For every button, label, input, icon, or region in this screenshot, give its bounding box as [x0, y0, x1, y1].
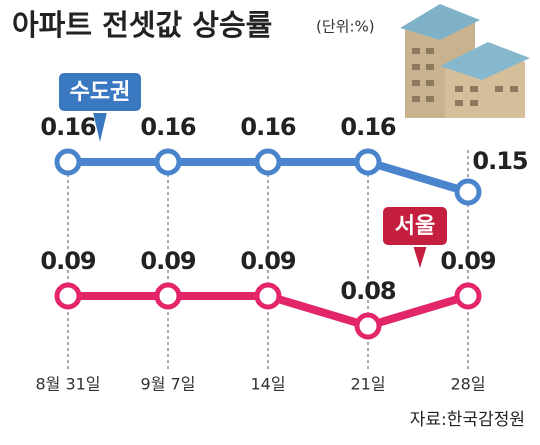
data-label: 0.16 [140, 113, 196, 141]
source: 자료:한국감정원 [410, 410, 525, 430]
data-label: 0.16 [340, 113, 396, 141]
marker [454, 178, 482, 206]
legend-label: 수도권 [70, 80, 131, 105]
data-label: 0.08 [340, 277, 396, 305]
x-tick-label: 8월 31일 [35, 375, 100, 394]
legend-box [57, 71, 143, 113]
legend-pointer [412, 242, 428, 268]
legend-item: 서울 [381, 205, 449, 268]
marker [154, 148, 182, 176]
chart-title: 아파트 전셋값 상승률 [12, 8, 272, 42]
data-label: 0.15 [472, 147, 528, 175]
data-label: 0.16 [40, 113, 96, 141]
marker [54, 282, 82, 310]
marker [354, 148, 382, 176]
x-tick-label: 28일 [450, 375, 485, 394]
building-icon [400, 4, 530, 118]
legend-item: 수도권 [57, 71, 143, 142]
data-label: 0.09 [240, 247, 296, 275]
marker [254, 282, 282, 310]
marker [354, 312, 382, 340]
marker [454, 282, 482, 310]
legend-box [381, 205, 449, 247]
marker [54, 148, 82, 176]
chart-subtitle: (단위:%) [316, 18, 375, 36]
marker [254, 148, 282, 176]
data-label: 0.16 [240, 113, 296, 141]
legend-pointer [92, 108, 108, 142]
legend-label: 서울 [395, 214, 435, 239]
data-label: 0.09 [40, 247, 96, 275]
marker [154, 282, 182, 310]
x-tick-label: 14일 [250, 375, 285, 394]
data-label: 0.09 [440, 247, 496, 275]
x-tick-label: 9월 7일 [141, 375, 196, 394]
data-label: 0.09 [140, 247, 196, 275]
x-tick-label: 21일 [350, 375, 385, 394]
